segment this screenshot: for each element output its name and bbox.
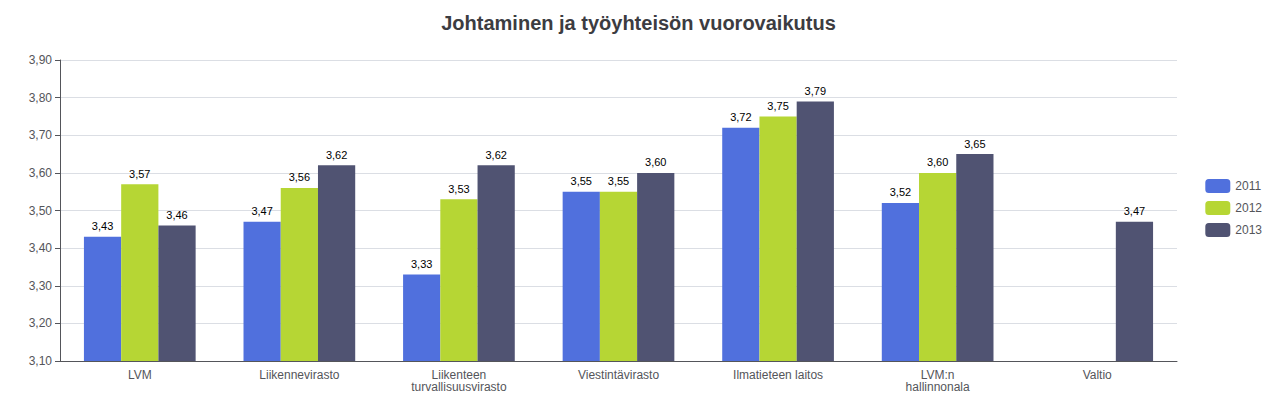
svg-text:3,60: 3,60 [645,156,666,168]
svg-text:turvallisuusvirasto: turvallisuusvirasto [411,380,507,394]
svg-text:3,56: 3,56 [289,171,310,183]
svg-text:3,40: 3,40 [29,241,53,255]
svg-text:2013: 2013 [1235,223,1262,237]
svg-text:3,79: 3,79 [805,85,826,97]
svg-text:3,55: 3,55 [608,175,629,187]
svg-text:3,70: 3,70 [29,128,53,142]
svg-text:3,33: 3,33 [411,258,432,270]
svg-text:3,47: 3,47 [251,205,272,217]
svg-text:2011: 2011 [1235,179,1261,193]
svg-text:3,53: 3,53 [448,183,469,195]
svg-text:LVM:n: LVM:n [920,368,955,382]
svg-text:3,50: 3,50 [29,204,53,218]
svg-text:3,30: 3,30 [29,279,53,293]
svg-text:Valtio: Valtio [1083,368,1112,382]
svg-text:3,43: 3,43 [92,220,113,232]
svg-text:3,20: 3,20 [29,316,53,330]
svg-text:3,60: 3,60 [29,166,53,180]
svg-text:3,62: 3,62 [485,149,506,161]
svg-text:2012: 2012 [1235,201,1262,215]
svg-text:3,57: 3,57 [129,168,150,180]
svg-text:LVM: LVM [128,368,152,382]
svg-text:Viestintävirasto: Viestintävirasto [578,368,659,382]
svg-text:Liikenteen: Liikenteen [431,368,487,382]
svg-text:3,72: 3,72 [730,111,751,123]
svg-text:3,46: 3,46 [166,209,187,221]
svg-text:3,75: 3,75 [767,100,788,112]
svg-text:3,52: 3,52 [890,186,911,198]
svg-text:Ilmatieteen laitos: Ilmatieteen laitos [733,368,823,382]
svg-text:3,47: 3,47 [1124,205,1145,217]
svg-text:3,55: 3,55 [571,175,592,187]
svg-text:3,62: 3,62 [326,149,347,161]
svg-text:Liikennevirasto: Liikennevirasto [259,368,339,382]
svg-text:3,80: 3,80 [29,91,53,105]
svg-text:Johtaminen ja työyhteisön vuor: Johtaminen ja työyhteisön vuorovaikutus [441,12,836,34]
svg-text:3,65: 3,65 [964,138,985,150]
svg-text:3,90: 3,90 [29,53,53,67]
svg-text:hallinnonala: hallinnonala [906,380,970,394]
svg-text:3,60: 3,60 [927,156,948,168]
svg-text:3,10: 3,10 [29,354,53,368]
